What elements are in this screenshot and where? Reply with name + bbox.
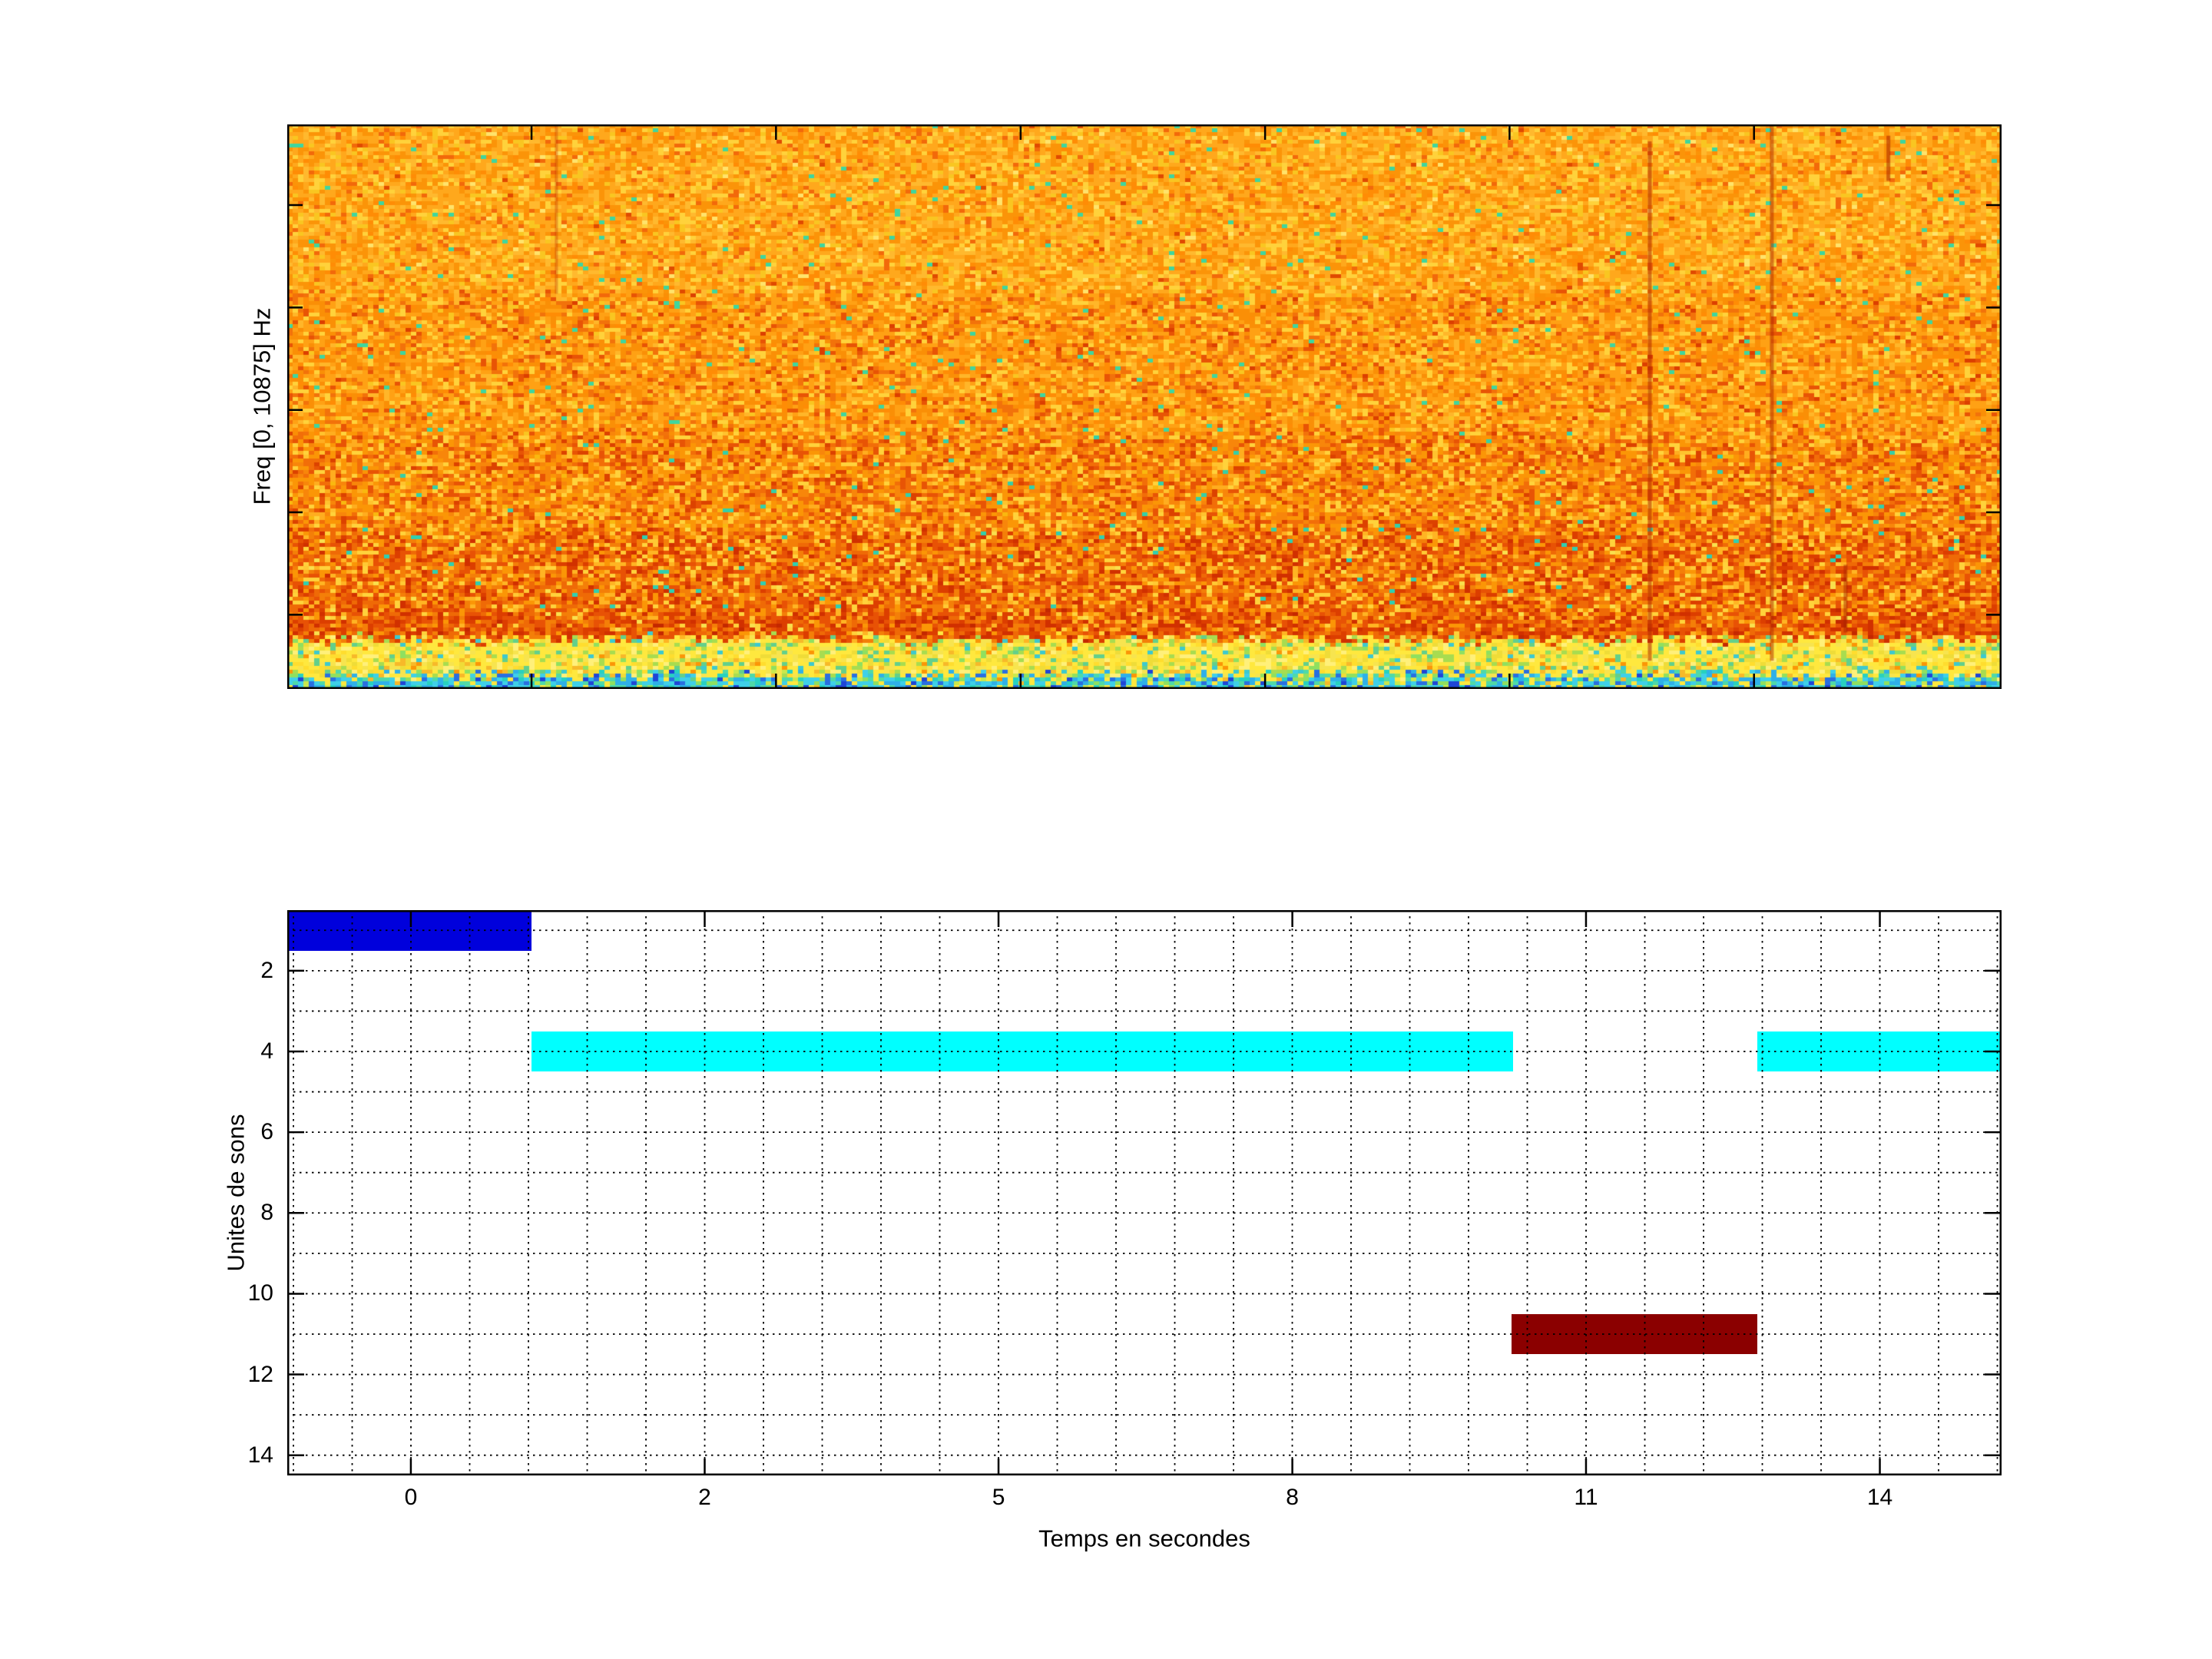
y-tick-label: 12: [247, 1361, 273, 1387]
sound-unit-segment-unite-4: [531, 1031, 1513, 1072]
axes-border: [287, 910, 2002, 1475]
x-tick-label: 2: [698, 1485, 711, 1510]
y-tick-label: 6: [260, 1119, 273, 1145]
x-tick-label: 14: [1866, 1485, 1893, 1510]
x-tick-label: 11: [1574, 1485, 1598, 1510]
x-tick-label: 5: [992, 1485, 1005, 1510]
y-tick-label: 14: [247, 1442, 273, 1468]
timeline-x-axis-label: Temps en secondes: [1038, 1525, 1250, 1552]
y-tick-label: 8: [260, 1200, 273, 1226]
spectrogram-axes: [287, 124, 2002, 689]
y-tick-label: 2: [260, 957, 273, 983]
y-tick-label: 10: [247, 1280, 273, 1306]
timeline-axes: [287, 910, 2002, 1475]
spectrogram-canvas: [287, 124, 2002, 689]
y-tick-label: 4: [260, 1038, 273, 1064]
timeline-grid-overlay: [287, 910, 2002, 1475]
spectrogram-y-axis-label: Freq [0, 10875] Hz: [248, 307, 276, 505]
sound-unit-segment-unite-11: [1512, 1313, 1757, 1355]
sound-unit-segment-unite-1: [287, 910, 532, 951]
sound-unit-segment-unite-4: [1757, 1031, 2002, 1072]
x-tick-label: 8: [1286, 1485, 1299, 1510]
x-tick-label: 0: [404, 1485, 418, 1510]
